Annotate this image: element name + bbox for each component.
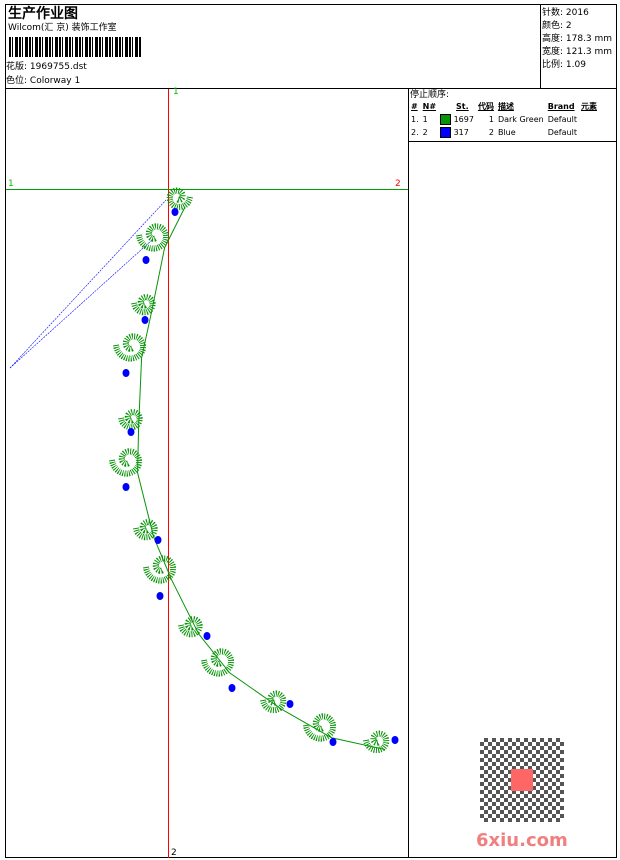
col-stitches: St. — [456, 102, 469, 111]
barcode — [9, 37, 141, 57]
scroll-motif — [109, 448, 143, 477]
embroidery-design — [109, 187, 399, 754]
table-row: 2. 2 317 2 Blue Default — [409, 126, 599, 139]
row-brand: Default — [547, 115, 577, 124]
company-name: Wilcom(汇 京) 装饰工作室 — [8, 23, 117, 33]
color-swatch — [440, 127, 452, 138]
table-bottom — [408, 141, 617, 142]
col-description: 描述 — [497, 102, 514, 111]
row-brand: Default — [547, 128, 577, 137]
row-stitches: 317 — [438, 126, 476, 139]
panel-divider — [408, 88, 409, 858]
row-index: 1. — [411, 115, 419, 124]
axis-label-h-left: 1 — [8, 179, 14, 189]
stamp-logo — [511, 769, 533, 791]
scroll-motif — [303, 713, 337, 742]
row-number: 1 — [422, 115, 428, 124]
scroll-motif — [131, 294, 156, 316]
scroll-motif — [166, 187, 193, 211]
row-stitches: 1697 — [438, 113, 476, 126]
stitch-count: 针数: 2016 — [542, 8, 589, 18]
header-divider — [5, 88, 617, 89]
table-header: # N# St. 代码 描述 Brand 元素 — [409, 100, 599, 113]
color-swatch — [440, 114, 452, 125]
axis-label-v-top: 1 — [173, 87, 179, 97]
row-number: 2 — [422, 128, 428, 137]
watermark: 6xiu.com — [476, 830, 568, 851]
design-width: 宽度: 121.3 mm — [542, 47, 613, 57]
scroll-motif — [118, 409, 143, 431]
row-code: 2 — [488, 128, 494, 137]
blue-dot — [329, 738, 337, 746]
sheet-border — [5, 4, 617, 858]
jump-stitch — [9, 199, 167, 369]
colorway: 色位: Colorway 1 — [6, 76, 80, 87]
stop-sequence-table: # N# St. 代码 描述 Brand 元素 1. 1 1697 1 Dark… — [409, 100, 599, 139]
scroll-motif — [178, 616, 203, 638]
sheet-title: 生产作业图 — [8, 6, 78, 22]
col-brand: Brand — [547, 102, 575, 111]
axis-label-h-right: 2 — [395, 179, 401, 189]
row-code: 1 — [488, 115, 494, 124]
blue-dot — [156, 592, 164, 600]
scroll-motif — [201, 648, 235, 677]
blue-dot — [391, 736, 399, 744]
blue-dot — [141, 316, 149, 324]
stop-sequence-title: 停止顺序: — [410, 90, 450, 100]
design-label: 花版: — [6, 62, 28, 72]
scroll-motif — [143, 555, 177, 584]
blue-dot — [154, 536, 162, 544]
blue-dot — [286, 700, 294, 708]
row-description: Blue — [497, 128, 516, 137]
blue-dot — [142, 256, 150, 264]
row-index: 2. — [411, 128, 419, 137]
color-count: 颜色: 2 — [542, 21, 572, 31]
blue-dot — [122, 369, 130, 377]
design-scale: 比例: 1.09 — [542, 60, 586, 70]
colorway-value: Colorway 1 — [29, 76, 81, 86]
scroll-motif — [113, 333, 147, 362]
blue-dot — [127, 428, 135, 436]
table-row: 1. 1 1697 1 Dark Green Default — [409, 113, 599, 126]
scroll-motif — [136, 223, 170, 252]
design-value: 1969755.dst — [29, 62, 87, 72]
col-index: # — [411, 102, 418, 111]
col-code: 代码 — [477, 102, 494, 111]
jump-stitch — [9, 239, 153, 369]
design-height: 高度: 178.3 mm — [542, 34, 613, 44]
blue-dot — [203, 632, 211, 640]
row-description: Dark Green — [497, 115, 544, 124]
axis-label-v-bottom: 2 — [171, 848, 177, 858]
scroll-motif — [133, 519, 158, 541]
scroll-motif — [363, 730, 390, 754]
col-number: N# — [422, 102, 437, 111]
qr-code — [480, 738, 564, 822]
colorway-label: 色位: — [6, 76, 28, 86]
col-element: 元素 — [580, 102, 597, 111]
stem-line — [137, 206, 386, 751]
design-file: 花版: 1969755.dst — [6, 62, 87, 73]
blue-dot — [171, 208, 179, 216]
info-box: 针数: 2016 颜色: 2 高度: 178.3 mm 宽度: 121.3 mm… — [542, 7, 612, 72]
blue-dot — [228, 684, 236, 692]
info-divider — [540, 4, 541, 88]
blue-dot — [122, 483, 130, 491]
